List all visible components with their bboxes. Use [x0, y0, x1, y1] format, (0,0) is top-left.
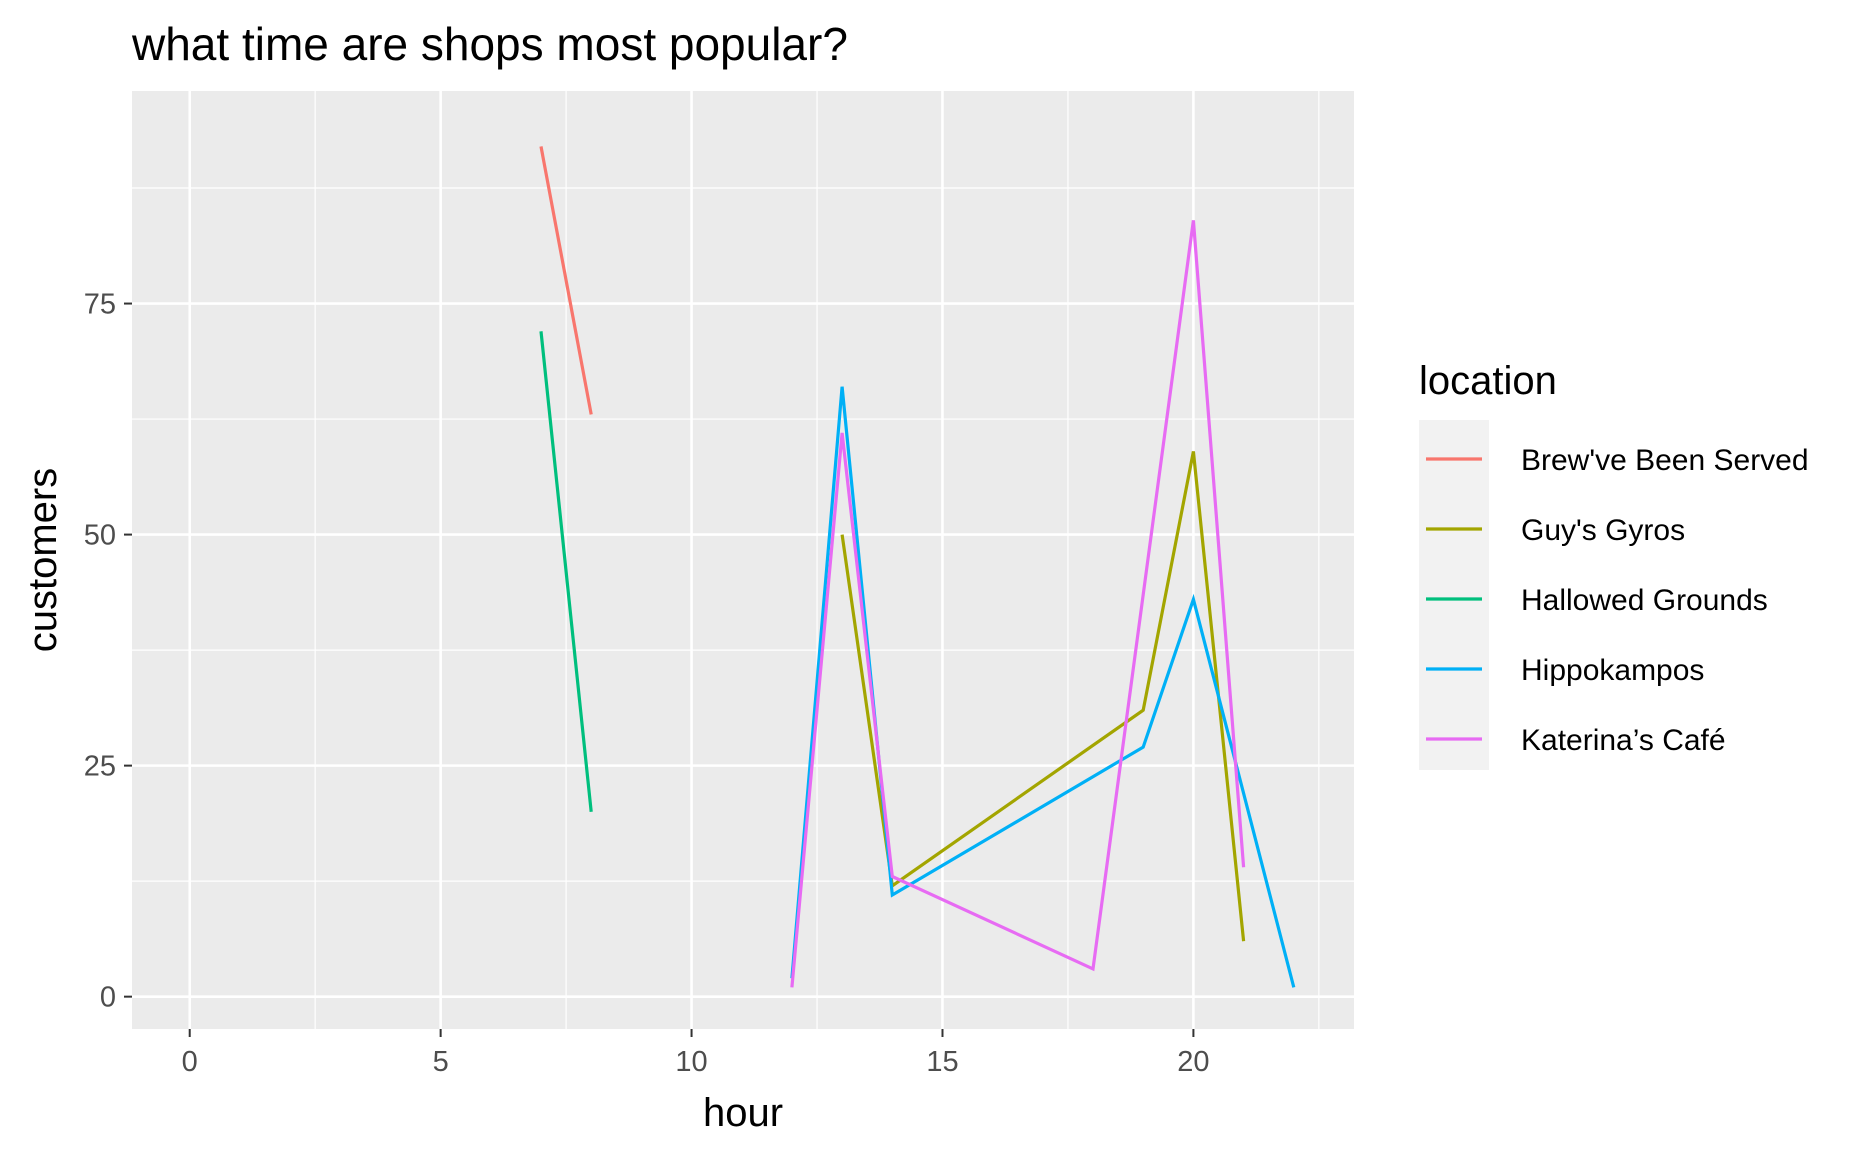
- series-layer: [539, 146, 1296, 988]
- legend-label-2: Guy's Gyros: [1521, 514, 1685, 547]
- y-tick-label: 0: [100, 982, 116, 1014]
- x-tick-label: 0: [182, 1046, 198, 1078]
- plot-panel: [132, 91, 1354, 1029]
- series-line-3: [539, 331, 593, 812]
- legend-label-3: Hallowed Grounds: [1521, 584, 1768, 617]
- legend: location Brew've Been Served Guy's Gyros H…: [1419, 359, 1809, 770]
- series-line-5: [790, 220, 1246, 988]
- series-line-4: [790, 386, 1296, 988]
- series-line-2: [840, 451, 1246, 942]
- y-tick-label: 75: [84, 289, 116, 321]
- legend-label-1: Brew've Been Served: [1521, 444, 1809, 477]
- x-tick-label: 10: [675, 1046, 707, 1078]
- legend-label-4: Hippokampos: [1521, 654, 1704, 687]
- x-tick-label: 15: [926, 1046, 958, 1078]
- y-tick-label: 50: [84, 520, 116, 552]
- x-axis-title: hour: [703, 1091, 783, 1135]
- grid-layer: [132, 91, 1354, 1029]
- x-tick-label: 5: [433, 1046, 449, 1078]
- x-axis: 0 5 10 15 20: [182, 1029, 1210, 1078]
- legend-title: location: [1419, 359, 1557, 403]
- chart-title: what time are shops most popular?: [131, 18, 848, 70]
- legend-label-5: Katerina’s Café: [1521, 724, 1726, 757]
- series-line-1: [539, 146, 593, 415]
- legend-items: Brew've Been Served Guy's Gyros Hallowed G…: [1426, 444, 1809, 757]
- y-axis: 0 25 50 75: [84, 289, 132, 1014]
- y-tick-label: 25: [84, 751, 116, 783]
- legend-keys-background: [1419, 420, 1489, 770]
- y-axis-title: customers: [21, 468, 65, 653]
- x-tick-label: 20: [1177, 1046, 1209, 1078]
